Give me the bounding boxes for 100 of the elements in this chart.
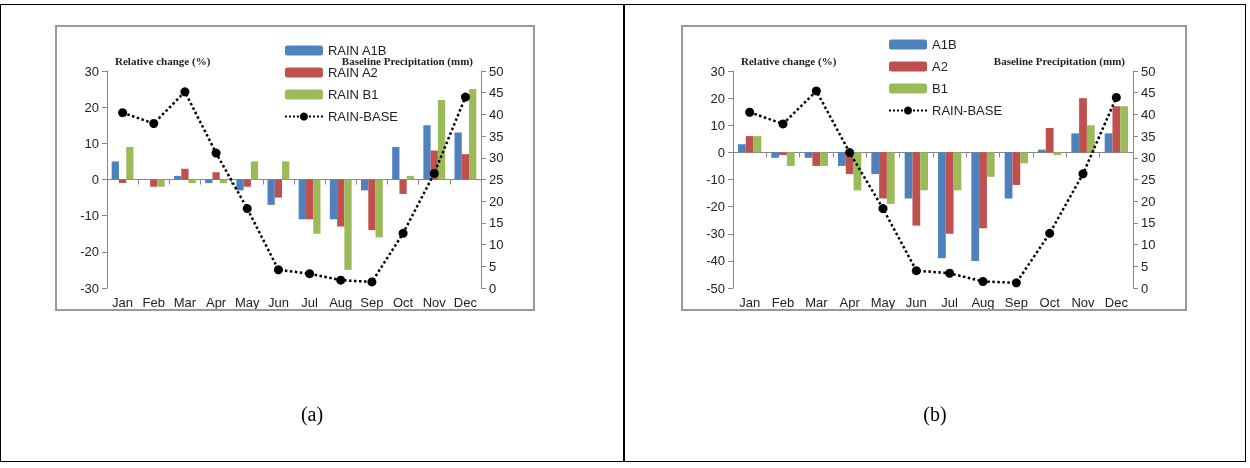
- bar: [344, 179, 352, 270]
- y-axis-title: Relative change (%): [115, 55, 211, 68]
- bar: [945, 152, 954, 234]
- point: [118, 108, 128, 118]
- point: [305, 269, 315, 279]
- x-tick-label: Aug: [329, 295, 353, 310]
- point: [398, 228, 408, 238]
- bar: [912, 152, 921, 226]
- bar: [1053, 152, 1062, 156]
- y-tick-label: -30: [706, 226, 725, 242]
- x-tick-label: Mar: [173, 295, 197, 310]
- point: [149, 119, 159, 129]
- point: [273, 265, 283, 275]
- bar: [181, 168, 189, 180]
- bar: [1086, 125, 1095, 153]
- y2-axis-title: Baseline Precipitation (mm): [341, 55, 474, 68]
- y-tick-label: -50: [706, 280, 725, 296]
- x-tick-label: Aug: [971, 295, 995, 310]
- y2-tick-label: 20: [1141, 193, 1156, 209]
- bar: [904, 152, 913, 199]
- point: [1111, 92, 1121, 102]
- x-tick-label: Sep: [360, 295, 384, 310]
- y2-tick-label: 50: [1141, 63, 1156, 79]
- x-tick-label: Mar: [805, 295, 829, 310]
- point: [429, 168, 439, 178]
- point: [911, 266, 921, 276]
- bar: [157, 179, 165, 187]
- bar: [820, 152, 828, 166]
- y2-tick-label: 15: [1141, 215, 1156, 231]
- y-tick-label: 10: [710, 117, 725, 133]
- bar: [1071, 133, 1080, 153]
- y2-tick-label: 15: [489, 215, 504, 231]
- y-tick-label: -10: [80, 208, 99, 224]
- text: (b): [922, 403, 948, 426]
- x-tick-label: Dec: [453, 295, 478, 310]
- x-tick-label: Feb: [771, 295, 795, 310]
- y2-tick-label: 45: [489, 85, 504, 101]
- bar: [938, 152, 946, 259]
- bar: [920, 152, 928, 191]
- legend-label: RAIN A1B: [327, 43, 387, 58]
- bar: [212, 172, 220, 180]
- y-tick-label: -20: [80, 244, 99, 260]
- point: [978, 276, 988, 286]
- x-tick-label: Apr: [839, 295, 861, 310]
- bar: [392, 146, 400, 180]
- point: [745, 107, 755, 117]
- bar: [236, 179, 244, 191]
- bar: [150, 179, 158, 187]
- y-tick-label: 20: [84, 99, 99, 115]
- y-tick-label: 30: [710, 63, 725, 79]
- x-tick-label: Dec: [1104, 295, 1129, 310]
- point: [845, 148, 855, 158]
- bar: [375, 179, 383, 238]
- point: [945, 268, 955, 278]
- point: [460, 92, 470, 102]
- y2-tick-label: 45: [1141, 85, 1156, 101]
- bar: [879, 152, 887, 199]
- bar: [986, 152, 995, 177]
- bar: [1112, 106, 1121, 153]
- bar: [871, 152, 880, 175]
- bar: [274, 179, 283, 198]
- y2-tick-label: 40: [1141, 106, 1156, 122]
- y2-tick-label: 0: [489, 280, 497, 296]
- bar: [1045, 127, 1054, 153]
- bar: [337, 179, 345, 227]
- bar: [305, 179, 314, 220]
- point: [242, 204, 252, 214]
- legend-label: RAIN B1: [327, 87, 379, 102]
- x-tick-label: Oct: [392, 295, 414, 310]
- point: [878, 204, 888, 214]
- bar: [738, 144, 746, 153]
- legend-label: RAIN A2: [327, 65, 378, 80]
- y-tick-label: 0: [91, 172, 99, 187]
- bar: [1020, 152, 1028, 164]
- legend-label: RAIN-BASE: [932, 103, 1003, 118]
- bar: [1079, 98, 1087, 153]
- bar: [437, 99, 446, 180]
- bar: [979, 152, 987, 229]
- bar: [250, 161, 259, 180]
- y-tick-label: 30: [84, 63, 99, 79]
- x-tick-label: Jul: [301, 295, 318, 310]
- y2-tick-label: 25: [1141, 172, 1156, 187]
- y2-tick-label: 0: [1141, 280, 1149, 296]
- legend-label: B1: [932, 81, 948, 96]
- legend-label: A2: [932, 59, 948, 74]
- text: (a): [299, 403, 325, 426]
- x-tick-label: Oct: [1039, 295, 1061, 310]
- y2-tick-label: 35: [1141, 128, 1156, 144]
- y-tick-label: 10: [84, 135, 99, 151]
- y2-tick-label: 10: [1141, 237, 1156, 253]
- point: [180, 87, 190, 97]
- y2-tick-label: 20: [489, 193, 504, 209]
- y2-tick-label: 40: [489, 106, 504, 122]
- y2-axis-title: Baseline Precipitation (mm): [993, 55, 1126, 68]
- bar: [267, 179, 275, 205]
- bar: [454, 132, 462, 180]
- legend-label: RAIN-BASE: [327, 109, 399, 124]
- bar: [329, 179, 338, 220]
- bar: [111, 161, 119, 180]
- y-tick-label: -30: [80, 280, 99, 296]
